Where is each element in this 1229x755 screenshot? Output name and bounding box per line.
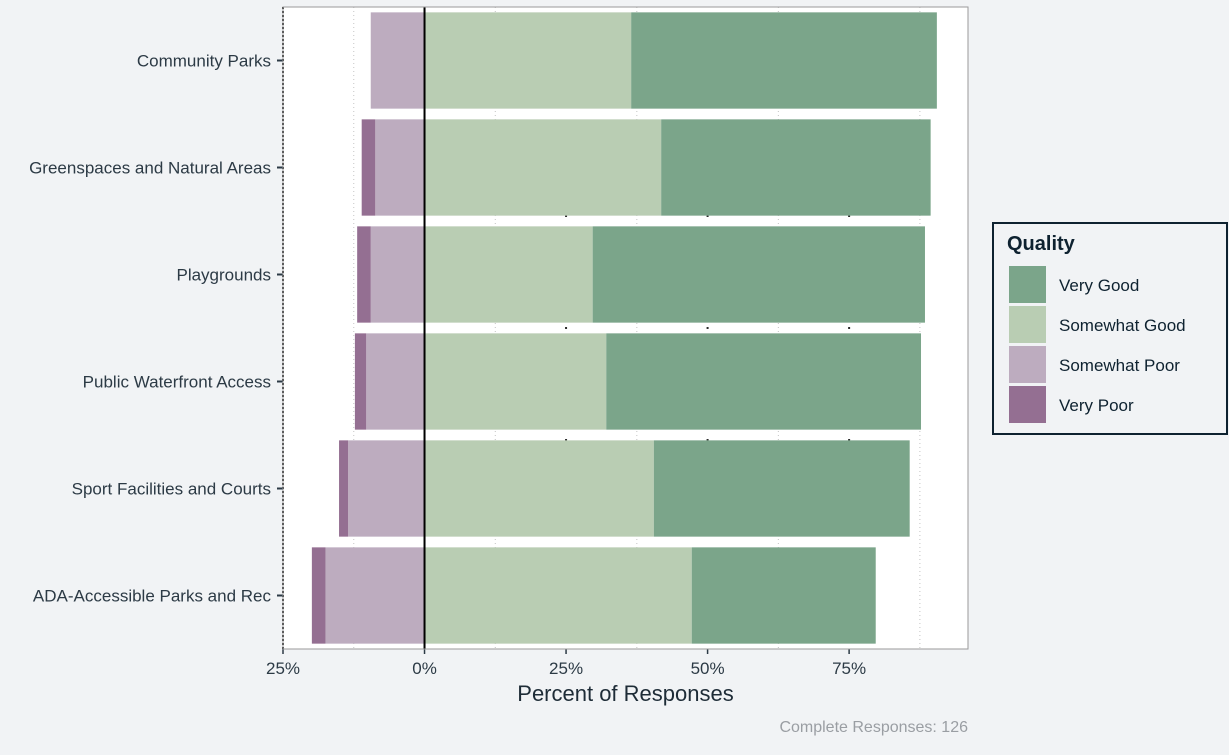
legend-swatch bbox=[1009, 306, 1046, 343]
legend-label: Very Good bbox=[1059, 276, 1139, 295]
bar-very-poor bbox=[339, 440, 349, 537]
category-label: Public Waterfront Access bbox=[83, 373, 271, 392]
bar-somewhat-good bbox=[424, 119, 662, 216]
bar-very-good bbox=[653, 440, 910, 537]
legend-label: Somewhat Good bbox=[1059, 316, 1186, 335]
labels: Community Parks Greenspaces and Natural A… bbox=[29, 52, 866, 679]
legend-label: Very Poor bbox=[1059, 396, 1134, 415]
bar-very-poor bbox=[361, 119, 376, 216]
bar-somewhat-poor bbox=[370, 226, 425, 323]
x-axis-title: Percent of Responses bbox=[517, 681, 733, 706]
x-tick-label: 25% bbox=[549, 659, 583, 678]
legend-swatch bbox=[1009, 346, 1046, 383]
bar-very-poor bbox=[311, 547, 326, 644]
category-label: Playgrounds bbox=[176, 266, 271, 285]
bar-somewhat-poor bbox=[348, 440, 425, 537]
plot-border bbox=[282, 6, 969, 650]
x-tick-label: 0% bbox=[412, 659, 437, 678]
category-label: Sport Facilities and Courts bbox=[72, 480, 271, 499]
bar-very-good bbox=[691, 547, 876, 644]
chart-caption: Complete Responses: 126 bbox=[779, 719, 968, 736]
bar-very-good bbox=[592, 226, 925, 323]
bar-somewhat-poor bbox=[325, 547, 425, 644]
bar-somewhat-good bbox=[424, 226, 593, 323]
bar-somewhat-good bbox=[424, 12, 632, 109]
bar-somewhat-poor bbox=[366, 333, 425, 430]
bars bbox=[311, 12, 937, 644]
bar-somewhat-good bbox=[424, 440, 654, 537]
plot-background bbox=[283, 7, 968, 649]
legend-title: Quality bbox=[1007, 233, 1076, 255]
bar-somewhat-poor bbox=[375, 119, 425, 216]
bar-very-poor bbox=[357, 226, 371, 323]
legend-items: Very Good Somewhat Good Somewhat Poor Very … bbox=[1009, 266, 1186, 423]
category-label: Community Parks bbox=[137, 52, 271, 71]
legend: Quality Very Good Somewhat Good Somewhat P… bbox=[992, 222, 1228, 435]
legend-label: Somewhat Poor bbox=[1059, 356, 1180, 375]
bar-very-good bbox=[606, 333, 922, 430]
legend-swatch bbox=[1009, 386, 1046, 423]
legend-swatch bbox=[1009, 266, 1046, 303]
bar-somewhat-poor bbox=[370, 12, 425, 109]
category-label: Greenspaces and Natural Areas bbox=[29, 159, 271, 178]
category-label: ADA-Accessible Parks and Rec bbox=[33, 587, 272, 606]
x-tick-label: 25% bbox=[266, 659, 300, 678]
x-tick-label: 50% bbox=[691, 659, 725, 678]
bar-very-good bbox=[661, 119, 931, 216]
x-tick-label: 75% bbox=[832, 659, 866, 678]
bar-very-good bbox=[631, 12, 937, 109]
bar-somewhat-good bbox=[424, 547, 692, 644]
bar-very-poor bbox=[354, 333, 367, 430]
bar-somewhat-good bbox=[424, 333, 607, 430]
